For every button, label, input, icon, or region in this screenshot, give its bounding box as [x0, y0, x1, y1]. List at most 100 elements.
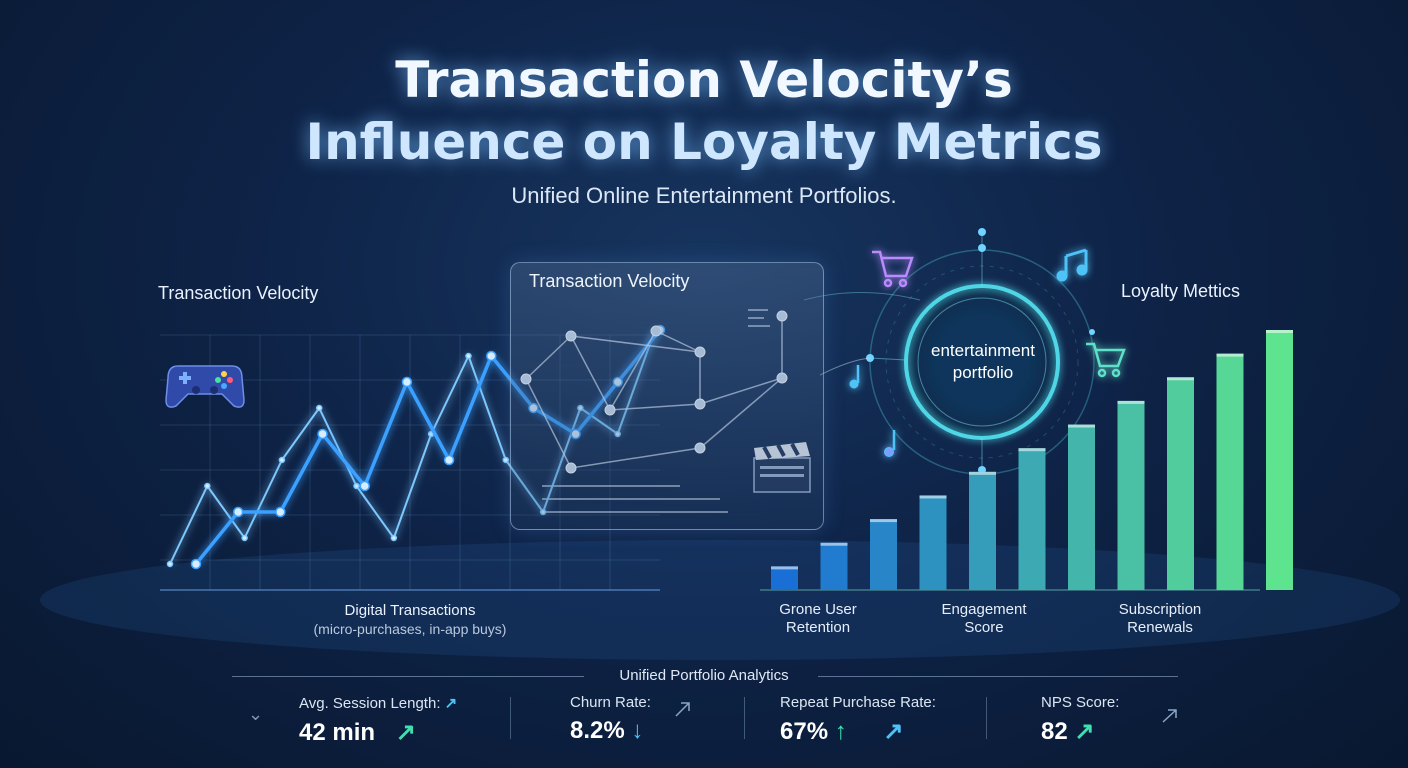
page-title-line1: Transaction Velocity’s	[395, 51, 1013, 109]
portfolio-label-line1: entertainment	[931, 341, 1035, 360]
data-point	[317, 428, 328, 440]
bar	[1216, 353, 1244, 590]
trend-up-icon: ↑	[834, 718, 847, 745]
data-point	[204, 482, 211, 490]
network-node	[520, 373, 532, 385]
chevron-down-icon[interactable]: ⌄	[248, 704, 264, 725]
metric-churn-rate: Churn Rate: 8.2% ↓	[570, 694, 651, 745]
network-node	[694, 398, 706, 410]
bar-highlight	[820, 542, 848, 546]
shopping-cart-icon	[872, 250, 914, 288]
metric-value: 67%	[780, 718, 829, 745]
metric-value: 42 min	[299, 719, 376, 746]
bar-highlight	[1068, 424, 1095, 428]
network-node	[776, 372, 788, 384]
series-line-secondary	[194, 328, 662, 566]
shopping-cart-icon	[1086, 342, 1126, 378]
metric-value: 8.2%	[570, 717, 625, 744]
data-point	[275, 506, 286, 518]
bar-highlight	[1167, 377, 1194, 381]
bar-category-label: Grone User Retention	[738, 601, 898, 637]
bar	[1266, 330, 1293, 590]
left-chart-caption: Digital Transactions	[344, 602, 476, 619]
data-point	[465, 352, 472, 360]
network-edge	[525, 378, 572, 469]
metric-label: Avg. Session Length:	[299, 695, 441, 712]
network-node	[565, 330, 577, 342]
trend-up-icon: ↗	[444, 695, 458, 712]
data-point	[528, 402, 539, 414]
metric-divider	[986, 697, 987, 739]
metric-nps-score: NPS Score: 82 ↗	[1041, 694, 1119, 746]
portfolio-label-line2: portfolio	[952, 363, 1014, 382]
clapperboard-icon	[753, 442, 811, 493]
bar	[1018, 448, 1046, 590]
data-point	[390, 534, 398, 542]
data-point	[315, 404, 323, 412]
trend-up-icon: ↗	[883, 718, 904, 745]
footer-divider-left	[232, 676, 584, 677]
trend-down-icon: ↓	[631, 717, 644, 744]
metric-divider	[744, 697, 745, 739]
page-title-line2: Influence on Loyalty Metrics	[305, 113, 1103, 171]
panel-title: Transaction Velocity	[529, 271, 690, 291]
data-point	[577, 404, 584, 412]
network-node	[604, 404, 616, 416]
data-point	[570, 428, 581, 440]
bar	[1068, 424, 1095, 590]
bar-category-line1: Engagement	[941, 601, 1027, 618]
bar-highlight	[1018, 448, 1046, 452]
data-point	[190, 558, 202, 570]
network-edge	[699, 377, 783, 405]
network-edge	[525, 335, 572, 380]
music-note-icon	[849, 248, 1088, 457]
trend-up-icon: ↗	[1074, 718, 1095, 745]
bar	[820, 542, 848, 590]
portfolio-ring	[803, 228, 1095, 475]
network-edge	[609, 330, 657, 411]
left-chart-note: (micro-purchases, in-app buys)	[313, 621, 507, 637]
metric-session-length: Avg. Session Length: ↗ 42 min ↗	[299, 694, 457, 747]
bar-highlight	[870, 519, 897, 523]
data-point	[359, 480, 370, 492]
data-point	[278, 456, 286, 464]
trend-up-icon: ↗	[395, 719, 416, 746]
network-edge	[699, 377, 783, 449]
data-point	[232, 506, 244, 518]
bar	[1167, 377, 1194, 590]
bar-category-line2: Retention	[785, 619, 851, 636]
bar	[919, 495, 947, 590]
left-section-label: Transaction Velocity	[158, 283, 319, 303]
metric-divider	[510, 697, 511, 739]
bar-highlight	[969, 471, 996, 475]
bar-category-line1: Subscription	[1118, 601, 1202, 618]
bar-highlight	[1117, 400, 1145, 404]
metric-label: Repeat Purchase Rate:	[780, 694, 936, 711]
portfolio-label: entertainment portfolio	[903, 340, 1063, 384]
trend-arrow-icon	[675, 702, 1177, 723]
metric-value: 82	[1041, 718, 1068, 745]
footer-divider-right	[818, 676, 1178, 677]
metric-label: NPS Score:	[1041, 694, 1120, 711]
bar-highlight	[1266, 330, 1293, 333]
data-point	[612, 376, 624, 388]
footer-title: Unified Portfolio Analytics	[619, 667, 789, 684]
data-point	[443, 454, 455, 466]
network-edge	[609, 403, 701, 411]
metric-label: Churn Rate:	[570, 694, 651, 711]
bar-category-label: Subscription Renewals	[1080, 601, 1240, 637]
right-section-label: Loyalty Mettics	[1121, 281, 1241, 301]
bar-highlight	[1216, 353, 1244, 357]
data-point	[241, 534, 248, 542]
bar-category-line2: Score	[964, 619, 1004, 636]
bar-category-line2: Renewals	[1127, 619, 1193, 636]
gamepad-icon	[165, 365, 245, 408]
data-point	[539, 508, 547, 516]
network-edge	[570, 335, 611, 411]
bar-highlight	[771, 566, 798, 570]
data-point	[353, 482, 360, 490]
bar-highlight	[919, 495, 947, 499]
data-point	[401, 376, 413, 388]
